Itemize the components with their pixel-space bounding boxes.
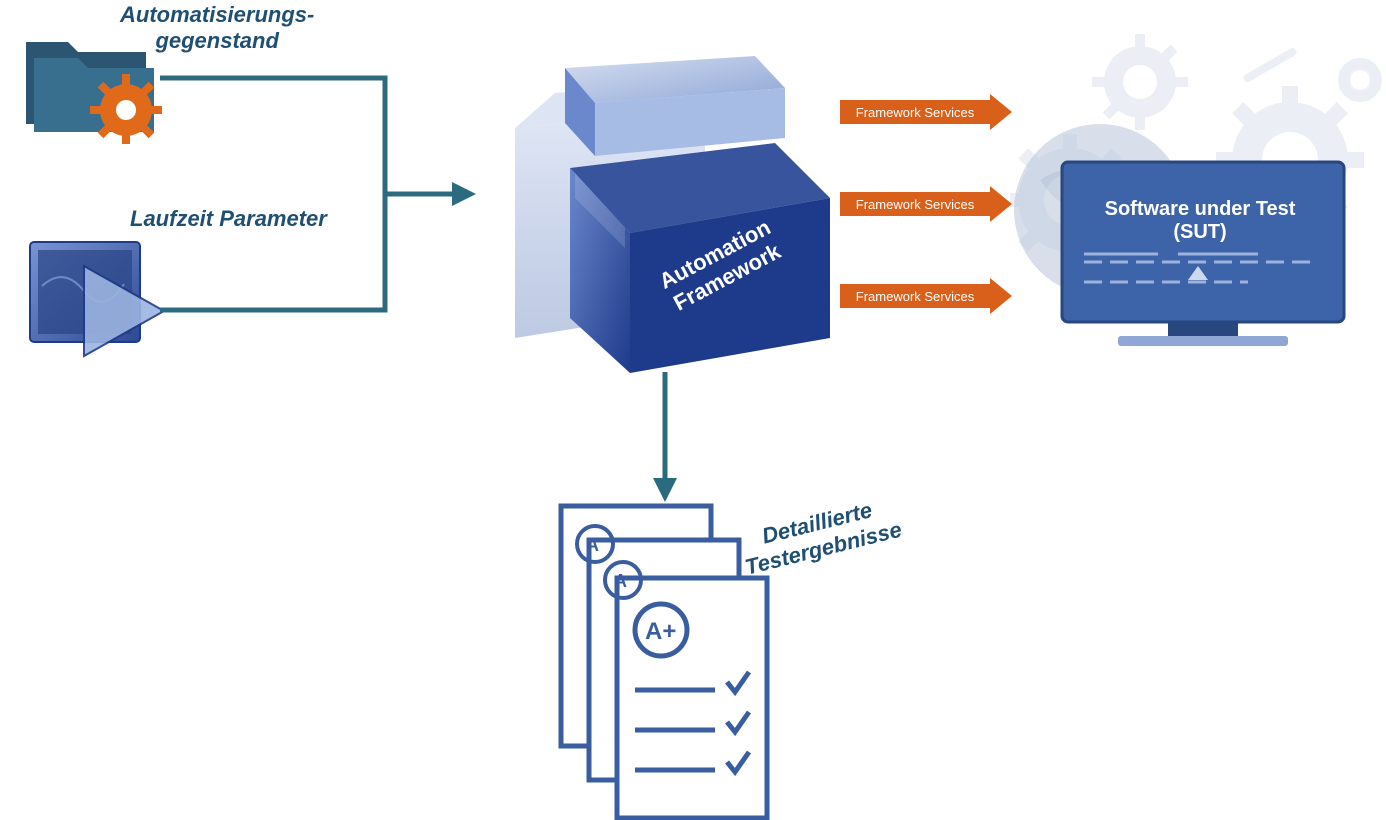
connector-cube-to-results — [0, 0, 800, 520]
sut-monitor-icon — [1058, 158, 1358, 368]
service-arrow-2-text: Framework Services — [856, 197, 974, 212]
framework-services-arrow-1: Framework Services — [840, 94, 1012, 130]
laufzeit-text: Laufzeit Parameter — [130, 206, 327, 231]
sut-line1: Software under Test — [1105, 198, 1296, 220]
sut-line2: (SUT) — [1173, 221, 1226, 243]
service-arrow-3-text: Framework Services — [856, 289, 974, 304]
svg-text:A+: A+ — [645, 618, 676, 645]
laufzeit-label: Laufzeit Parameter — [130, 206, 327, 232]
automatisierung-line2: gegenstand — [155, 28, 278, 53]
sut-label: Software under Test (SUT) — [1085, 198, 1315, 244]
framework-services-arrow-3: Framework Services — [840, 278, 1012, 314]
svg-text:A: A — [614, 571, 627, 591]
svg-text:A: A — [586, 535, 599, 555]
automatisierung-line1: Automatisierungs- — [120, 2, 314, 27]
framework-services-arrow-2: Framework Services — [840, 186, 1012, 222]
automatisierung-label: Automatisierungs- gegenstand — [120, 2, 314, 54]
service-arrow-1-text: Framework Services — [856, 105, 974, 120]
